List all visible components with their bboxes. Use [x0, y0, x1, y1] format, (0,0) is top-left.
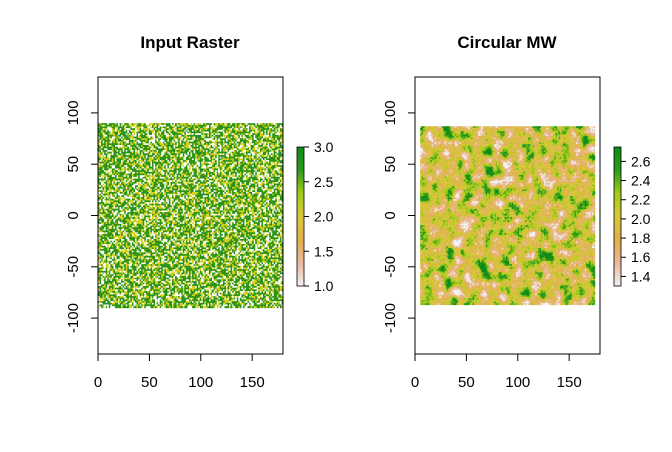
raster-image: [98, 123, 283, 308]
chart-title: Input Raster: [140, 33, 240, 52]
